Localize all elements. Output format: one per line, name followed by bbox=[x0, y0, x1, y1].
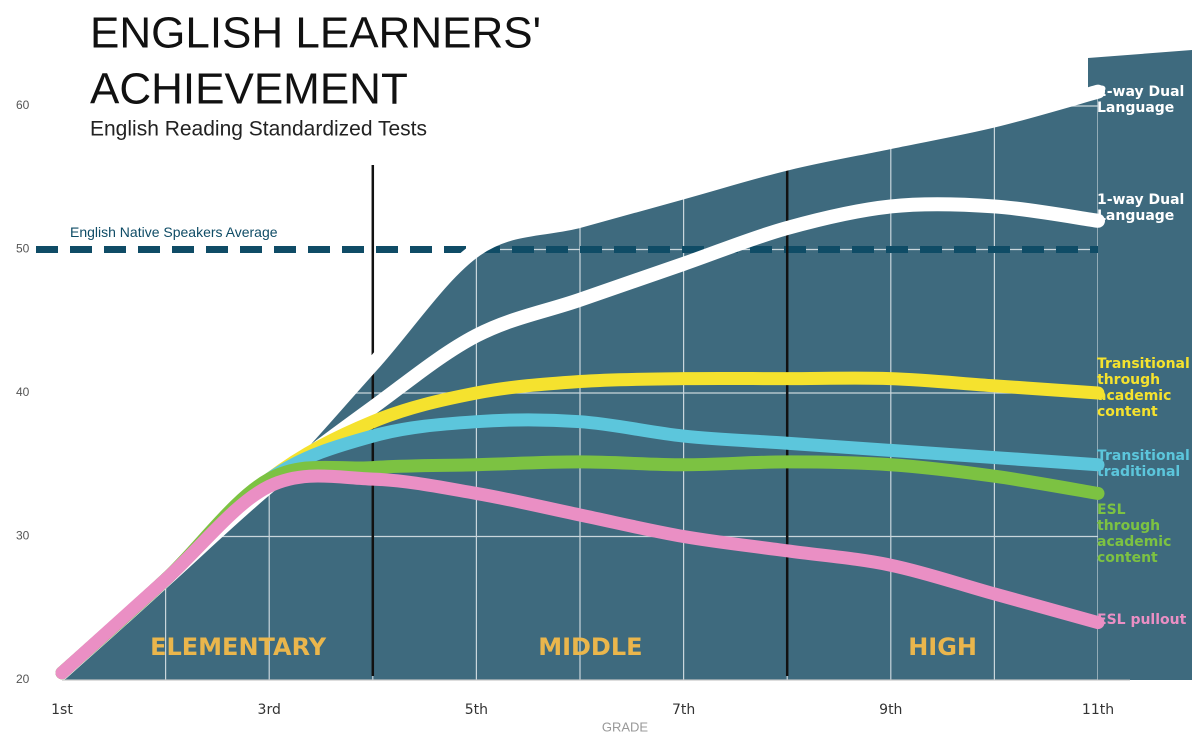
series-line bbox=[55, 469, 1105, 680]
x-tick-label: 1st bbox=[51, 702, 73, 718]
y-tick-label: 30 bbox=[16, 529, 30, 543]
y-tick-label: 50 bbox=[16, 242, 30, 256]
legend-label: 2-way Dual Language bbox=[1097, 84, 1185, 116]
region-label: HIGH bbox=[908, 633, 977, 661]
y-tick-label: 20 bbox=[16, 672, 30, 686]
legend-label: Transitional through academic content bbox=[1097, 356, 1190, 420]
legend-label: ESL through academic content bbox=[1097, 502, 1172, 566]
x-tick-label: 3rd bbox=[258, 702, 281, 718]
y-tick-label: 60 bbox=[16, 98, 30, 112]
x-axis-label: GRADE bbox=[602, 719, 649, 734]
chart-subtitle: English Reading Standardized Tests bbox=[90, 118, 427, 141]
legend-label: ESL pullout bbox=[1097, 612, 1187, 628]
legend-panel bbox=[1088, 50, 1192, 680]
x-tick-label: 7th bbox=[672, 702, 695, 718]
chart-title: ENGLISH LEARNERS' bbox=[90, 9, 541, 58]
chart-title: ACHIEVEMENT bbox=[90, 65, 408, 114]
reference-label: English Native Speakers Average bbox=[70, 224, 278, 240]
y-tick-label: 40 bbox=[16, 385, 30, 399]
x-tick-label: 9th bbox=[879, 702, 902, 718]
legend-label: 1-way Dual Language bbox=[1097, 192, 1185, 224]
x-tick-label: 11th bbox=[1082, 702, 1114, 718]
x-tick-label: 5th bbox=[465, 702, 488, 718]
region-label: ELEMENTARY bbox=[150, 633, 327, 661]
region-label: MIDDLE bbox=[538, 633, 642, 661]
legend-label: Transitional traditional bbox=[1097, 448, 1190, 480]
